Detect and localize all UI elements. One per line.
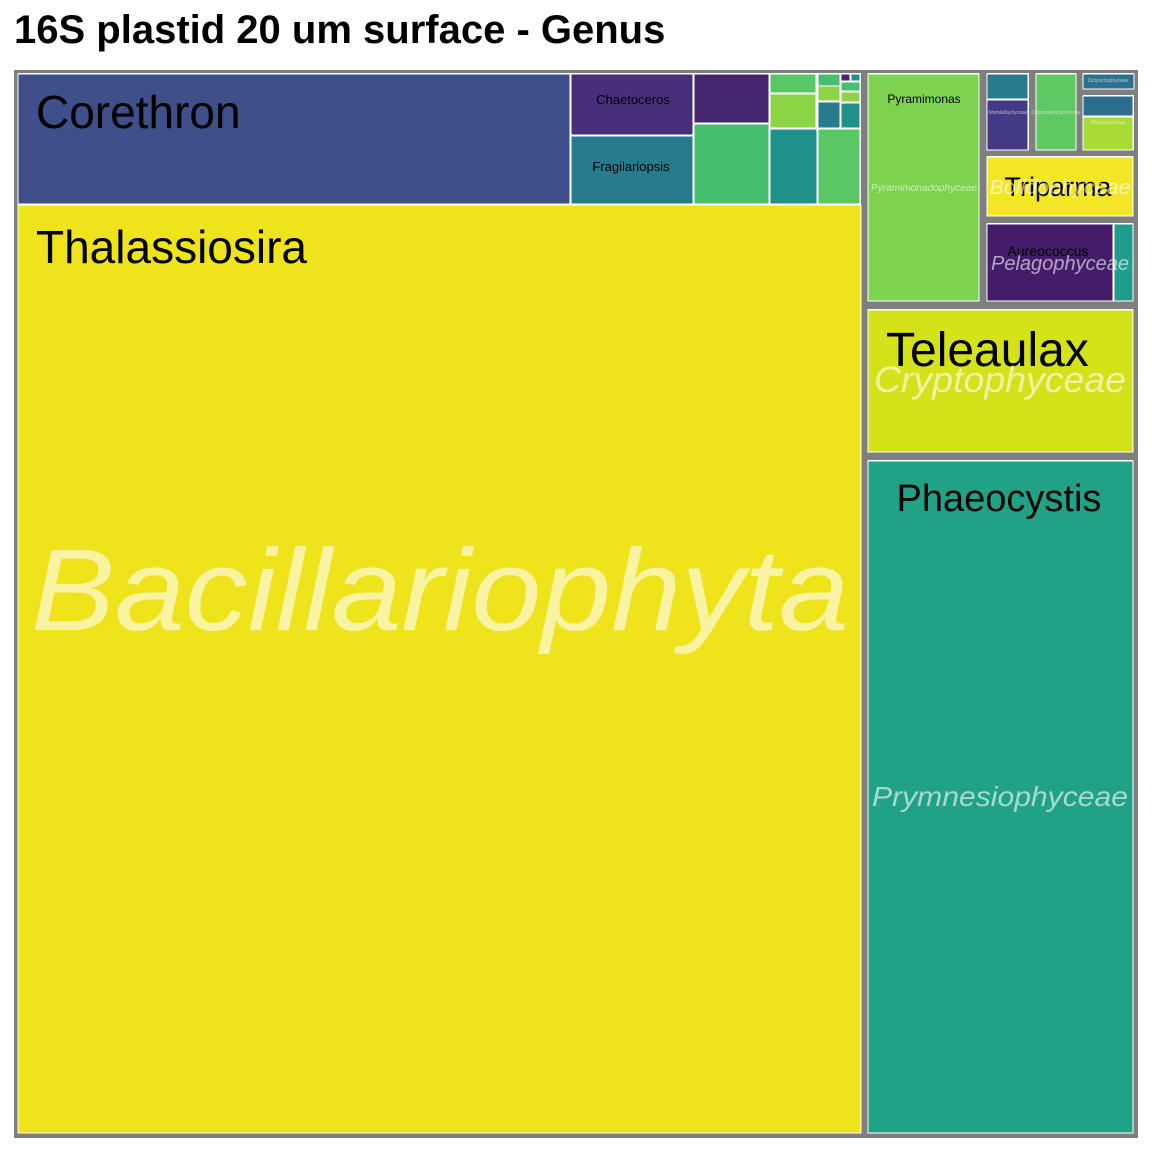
genus-tile-bacillariophyta-7	[817, 128, 861, 205]
genus-tile-small	[840, 73, 851, 82]
genus-tile-small	[769, 73, 817, 94]
genus-tile-phaeocystis	[867, 460, 1134, 1134]
genus-tile-bacillariophyta-5	[693, 123, 770, 205]
group-label-prymnesiophyceae: Prymnesiophyceae	[872, 781, 1128, 812]
genus-tile-bacillariophyta-8	[769, 93, 817, 129]
genus-tile-mamiellophyceae-1	[986, 99, 1029, 151]
genus-tile-bacillariophyta-6	[769, 128, 818, 205]
genus-tile-small	[817, 73, 841, 87]
genus-tile-aureococcus	[986, 223, 1114, 302]
genus-label-aureococcus: Aureococcus	[1008, 243, 1089, 259]
group-label-mamiellophyceae: Mamiellophyceae	[989, 110, 1028, 116]
genus-tile-small	[817, 85, 841, 102]
group-label-chlorodendrophyceae: Chlorodendrophyceae	[1031, 110, 1080, 116]
genus-tile-mamiellophyceae-0	[986, 73, 1029, 100]
genus-tile-fragilariopsis	[570, 135, 694, 205]
genus-tile-small	[850, 73, 861, 82]
genus-tile-pelagophyceae-1	[1113, 223, 1134, 302]
genus-tile-thalassiosira	[17, 204, 862, 1134]
genus-tile-small	[817, 101, 841, 129]
genus-tile-chaetoceros	[570, 73, 694, 136]
genus-label-teleaulax: Teleaulax	[886, 324, 1089, 377]
genus-tile-bacillariophyta-4	[693, 73, 770, 124]
genus-tile-pinguiophyceae-0	[1082, 95, 1134, 117]
genus-label-pyramimonas: Pyramimonas	[887, 92, 960, 106]
genus-tile-chlorodendrophyceae-0	[1035, 73, 1077, 151]
genus-label-chaetoceros: Chaetoceros	[596, 92, 670, 107]
genus-tile-small	[840, 102, 861, 129]
group-label-cryptophyceae: Cryptophyceae	[874, 359, 1126, 400]
genus-tile-corethron	[17, 73, 571, 205]
genus-tile-dictyochophyceae-0	[1082, 73, 1135, 90]
group-label-bolidophyceae: Bolidophyceae	[990, 177, 1131, 199]
chart-title: 16S plastid 20 um surface - Genus	[14, 8, 666, 52]
genus-label-fragilariopsis: Fragilariopsis	[592, 159, 670, 174]
genus-label-thalassiosira: Thalassiosira	[36, 221, 307, 273]
genus-tile-small	[840, 81, 861, 92]
genus-tile-pinguiophyceae-1	[1082, 116, 1134, 151]
genus-tile-small	[840, 91, 861, 103]
group-label-bacillariophyta: Bacillariophyta	[31, 525, 849, 655]
genus-label-phaeocystis: Phaeocystis	[897, 478, 1102, 520]
genus-tile-triparma	[986, 156, 1134, 217]
genus-label-corethron: Corethron	[36, 86, 241, 138]
group-label-dictyochophyceae: Dictyochophyceae	[1088, 78, 1129, 84]
group-label-pelagophyceae: Pelagophyceae	[991, 253, 1129, 275]
genus-label-triparma: Triparma	[1004, 172, 1112, 202]
genus-tile-teleaulax	[867, 309, 1134, 453]
group-label-pinguiophyceae: Pinguiophyceae	[1090, 120, 1126, 126]
genus-tile-pyramimonas	[867, 73, 980, 302]
group-label-pyramimonadophyceae: Pyramimonadophyceae	[871, 183, 977, 194]
